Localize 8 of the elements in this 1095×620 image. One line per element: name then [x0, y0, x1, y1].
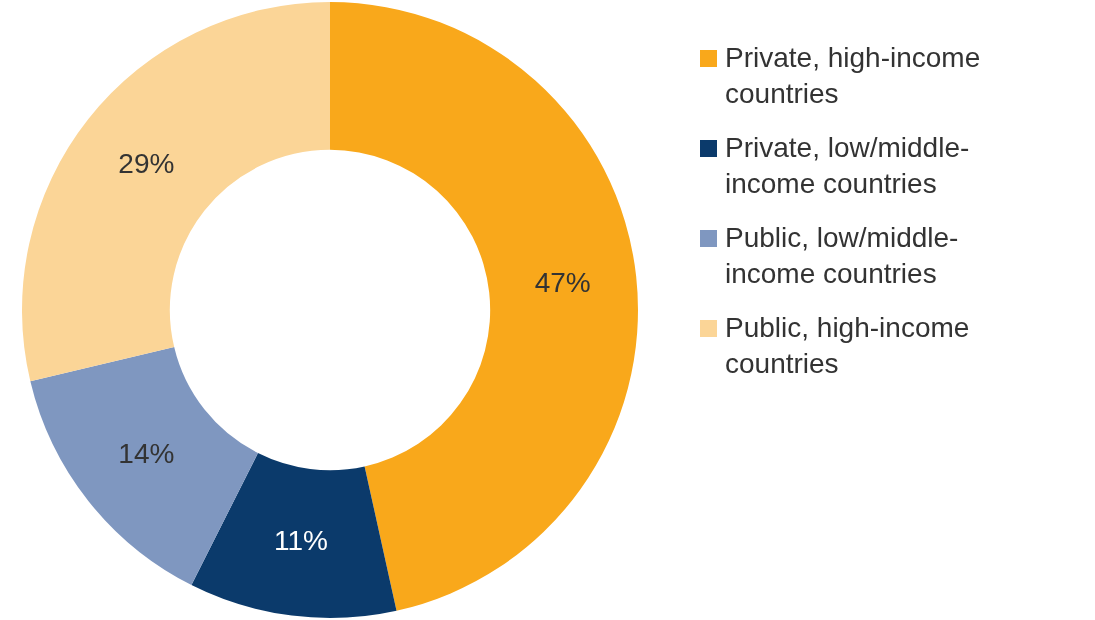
legend-label: Private, low/middle-income countries [725, 131, 971, 201]
data-label: 47% [534, 267, 591, 299]
data-label: 11% [273, 524, 328, 556]
data-label: 14% [118, 437, 175, 469]
legend-label: Public, high-income countries [725, 311, 971, 381]
data-label: 29% [118, 147, 175, 179]
legend-label: Public, low/middle-income countries [725, 221, 960, 291]
legend-label: Private, high-income countries [725, 41, 982, 111]
